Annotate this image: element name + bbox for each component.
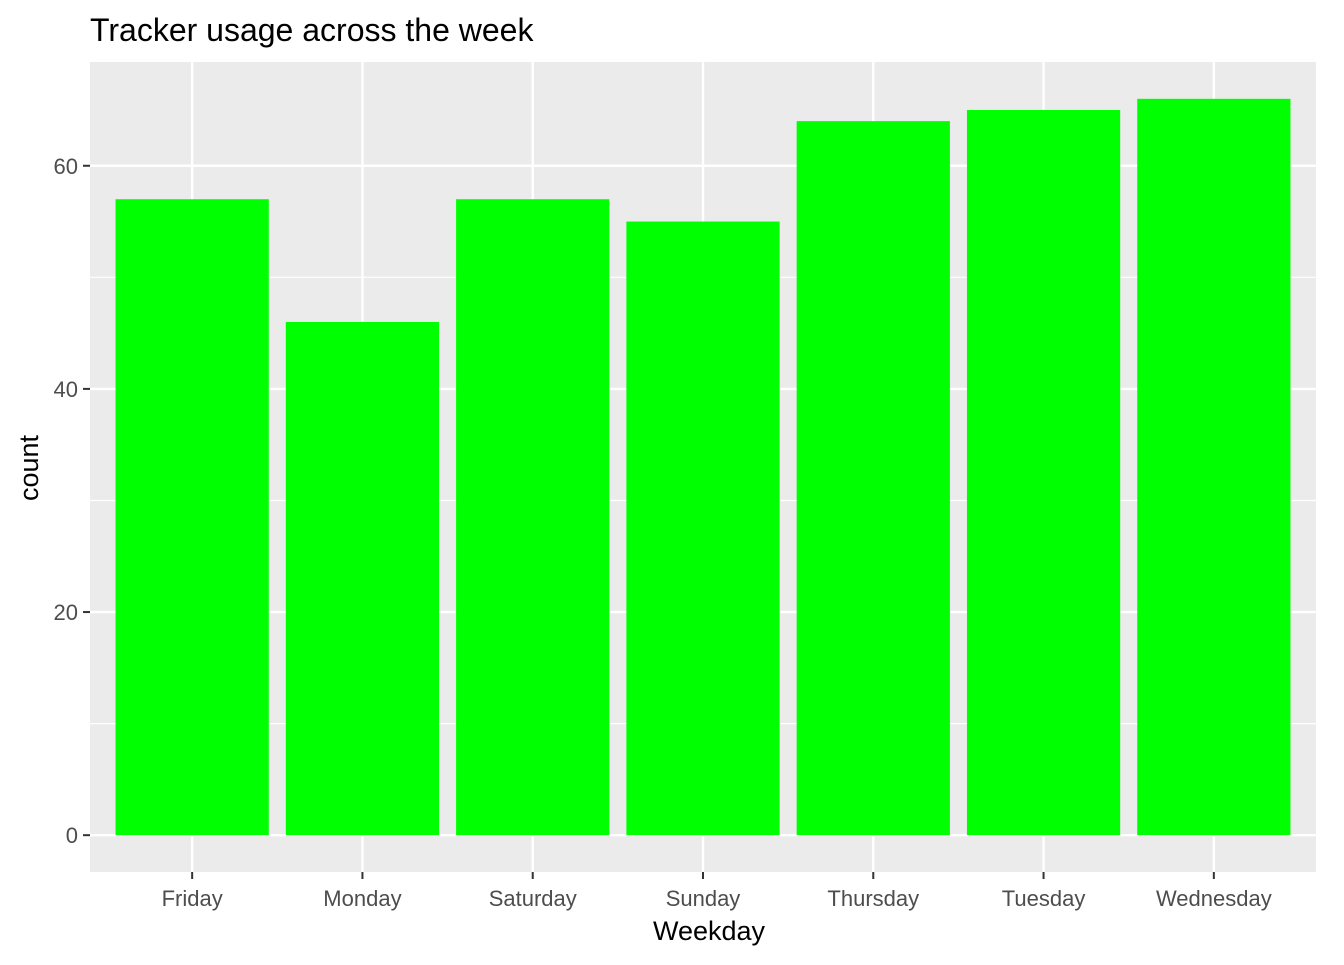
x-tick-label-friday: Friday (162, 886, 223, 911)
y-tick-label: 20 (54, 600, 78, 625)
y-tick-label: 40 (54, 377, 78, 402)
bar-tuesday (966, 109, 1121, 836)
bar-sunday (626, 221, 780, 836)
bar-thursday (796, 121, 950, 836)
x-axis: Friday Monday Saturday Sunday Thursday Tuesda… (162, 872, 1272, 911)
x-tick-label-monday: Monday (323, 886, 401, 911)
x-tick-label-thursday: Thursday (827, 886, 919, 911)
y-axis: 0 20 40 60 (54, 154, 90, 848)
y-tick-label: 60 (54, 154, 78, 179)
x-axis-title: Weekday (653, 916, 766, 946)
y-tick-label: 0 (66, 823, 78, 848)
bar-monday (285, 321, 440, 836)
x-tick-label-tuesday: Tuesday (1002, 886, 1086, 911)
y-axis-title: count (14, 434, 44, 501)
bar-saturday (456, 199, 610, 836)
bar-friday (115, 199, 269, 836)
bar-wednesday (1137, 98, 1291, 836)
chart-title: Tracker usage across the week (90, 12, 534, 48)
x-tick-label-wednesday: Wednesday (1156, 886, 1272, 911)
x-tick-label-saturday: Saturday (489, 886, 577, 911)
x-tick-label-sunday: Sunday (666, 886, 741, 911)
bars (115, 98, 1291, 836)
